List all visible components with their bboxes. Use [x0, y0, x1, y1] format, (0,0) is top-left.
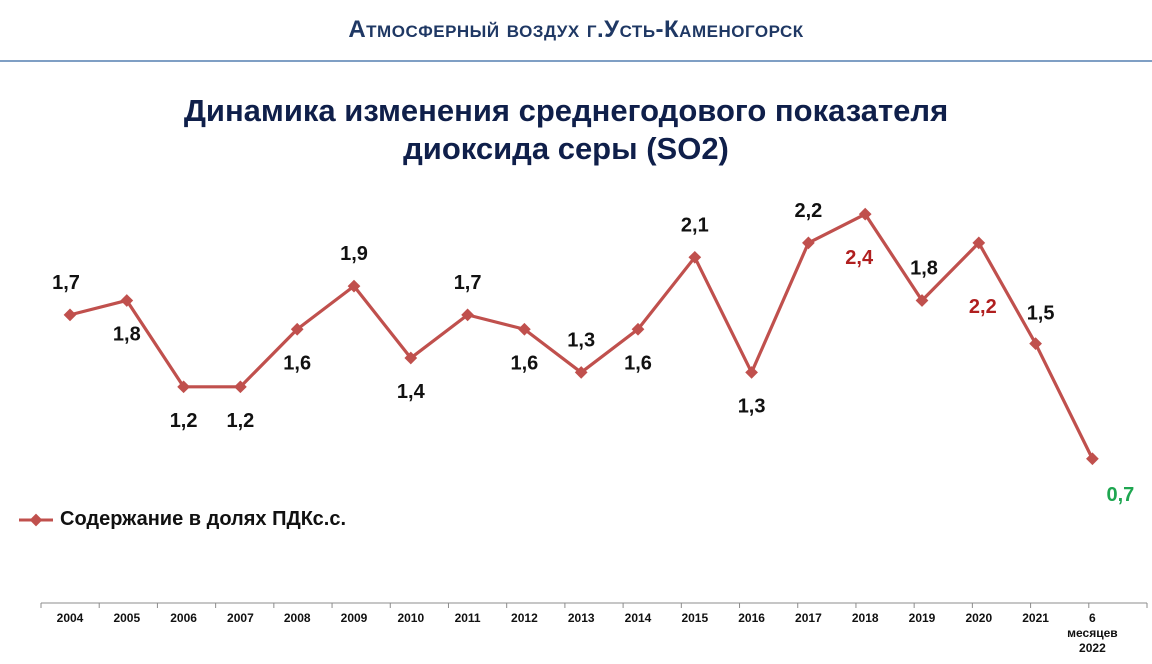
legend-label: Содержание в долях ПДКс.с. [60, 508, 347, 530]
data-label-2006: 1,2 [170, 410, 198, 432]
x-tick-label-9: 2013 [568, 611, 595, 625]
x-tick-label-18: 2022 [1079, 641, 1106, 655]
data-point-2005 [120, 294, 134, 307]
data-point-2008 [290, 322, 304, 336]
x-tick-label-2: 2006 [170, 611, 197, 625]
data-label-2015: 2,1 [681, 214, 709, 236]
data-label-2005: 1,8 [113, 323, 141, 345]
data-point-2017 [802, 236, 815, 250]
x-tick-label-12: 2016 [738, 611, 765, 625]
x-tick-label-8: 2012 [511, 611, 538, 625]
data-point-2021 [1029, 337, 1042, 351]
x-tick-label-13: 2017 [795, 611, 822, 625]
data-label-2014: 1,6 [624, 352, 652, 374]
data-label-2016: 1,3 [738, 395, 766, 417]
chart-legend: Содержание в долях ПДКс.с. [18, 508, 346, 531]
data-label-2004: 1,7 [52, 272, 80, 294]
data-label-2020: 2,2 [969, 296, 997, 318]
data-label-2007: 1,2 [226, 410, 254, 432]
x-tick-label-7: 2011 [455, 611, 481, 625]
data-point-2009 [347, 279, 361, 293]
data-label-2009: 1,9 [340, 243, 368, 265]
data-label-6 месяцев 2022: 0,7 [1106, 484, 1134, 506]
data-point-2004 [63, 308, 77, 322]
data-label-2013: 1,3 [567, 329, 595, 351]
chart-title-line-2: диоксида серы (SO2) [403, 131, 729, 166]
x-tick-label-6: 2010 [397, 611, 424, 625]
data-label-2019: 1,8 [910, 257, 938, 279]
data-point-2016 [745, 366, 758, 379]
x-tick-label-0: 2004 [57, 611, 84, 625]
header-divider [0, 60, 1152, 62]
data-label-2010: 1,4 [397, 381, 426, 403]
data-point-2011 [461, 308, 474, 322]
x-tick-label-3: 2007 [227, 611, 254, 625]
data-point-2010 [404, 351, 418, 365]
x-tick-label-16: 2020 [965, 611, 992, 625]
x-tick-label-18: месяцев [1067, 626, 1118, 640]
slide-header: Атмосферный воздух г.Усть-Каменогорск [0, 0, 1152, 62]
x-tick-label-14: 2018 [852, 611, 879, 625]
x-tick-label-10: 2014 [625, 611, 652, 625]
data-label-2018: 2,4 [845, 247, 874, 269]
data-label-2012: 1,6 [510, 352, 538, 374]
data-point-2007 [234, 380, 247, 394]
data-label-2011: 1,7 [454, 272, 482, 294]
data-label-2021: 1,5 [1027, 303, 1055, 325]
legend-marker-icon [19, 513, 53, 526]
chart-title: Динамика изменения среднегодового показа… [0, 92, 1132, 168]
x-tick-label-5: 2009 [341, 611, 368, 625]
x-tick-label-11: 2015 [681, 611, 708, 625]
data-label-2017: 2,2 [794, 200, 822, 222]
x-tick-label-17: 2021 [1022, 611, 1049, 625]
x-tick-label-18: 6 [1089, 611, 1096, 625]
chart-title-line-1: Динамика изменения среднегодового показа… [183, 93, 949, 128]
slide-header-title: Атмосферный воздух г.Усть-Каменогорск [348, 16, 804, 43]
data-point-2006 [177, 380, 190, 394]
x-tick-label-15: 2019 [909, 611, 936, 625]
x-tick-label-1: 2005 [113, 611, 140, 625]
data-point-6 месяцев 2022 [1086, 452, 1099, 466]
data-label-2008: 1,6 [283, 352, 311, 374]
x-tick-label-4: 2008 [284, 611, 311, 625]
